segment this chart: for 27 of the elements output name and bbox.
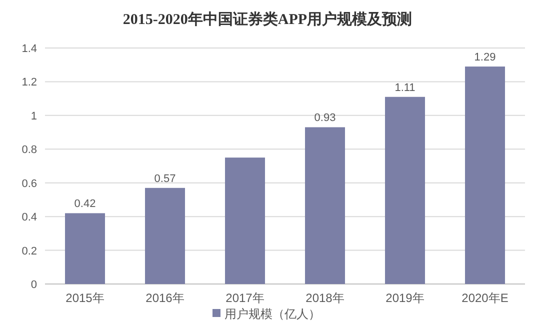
bar [145,188,185,284]
bar [305,127,345,284]
y-tick-label: 1.2 [22,76,37,89]
text: 0.42 [74,198,96,210]
y-tick-label: 0.6 [22,178,37,190]
x-tick-label: 2020年E [462,291,508,305]
text: 1.29 [474,52,496,64]
y-tick-label: 0.4 [22,212,37,224]
y-tick-label: 0 [30,279,37,291]
bar [225,158,265,284]
text: 1.11 [394,82,416,94]
y-tick-label: 1 [30,110,37,122]
text: 0.93 [314,112,336,124]
chart-title: 2015-2020年中国证券类APP用户规模及预测 [122,10,412,28]
text: 0.57 [154,172,176,185]
x-tick-label: 2019年 [386,291,424,305]
y-tick-label: 0.2 [22,245,37,258]
legend-label: 用户规模（亿人） [224,307,320,321]
x-tick-label: 2018年 [306,291,344,305]
y-tick-label: 0.8 [22,144,37,156]
y-tick-label: 1.4 [22,43,37,55]
x-tick-label: 2017年 [226,291,264,305]
x-tick-label: 2015年 [66,291,104,305]
x-tick-label: 2016年 [146,291,184,305]
bar [385,96,425,284]
bar [465,66,505,284]
bar [65,213,105,284]
